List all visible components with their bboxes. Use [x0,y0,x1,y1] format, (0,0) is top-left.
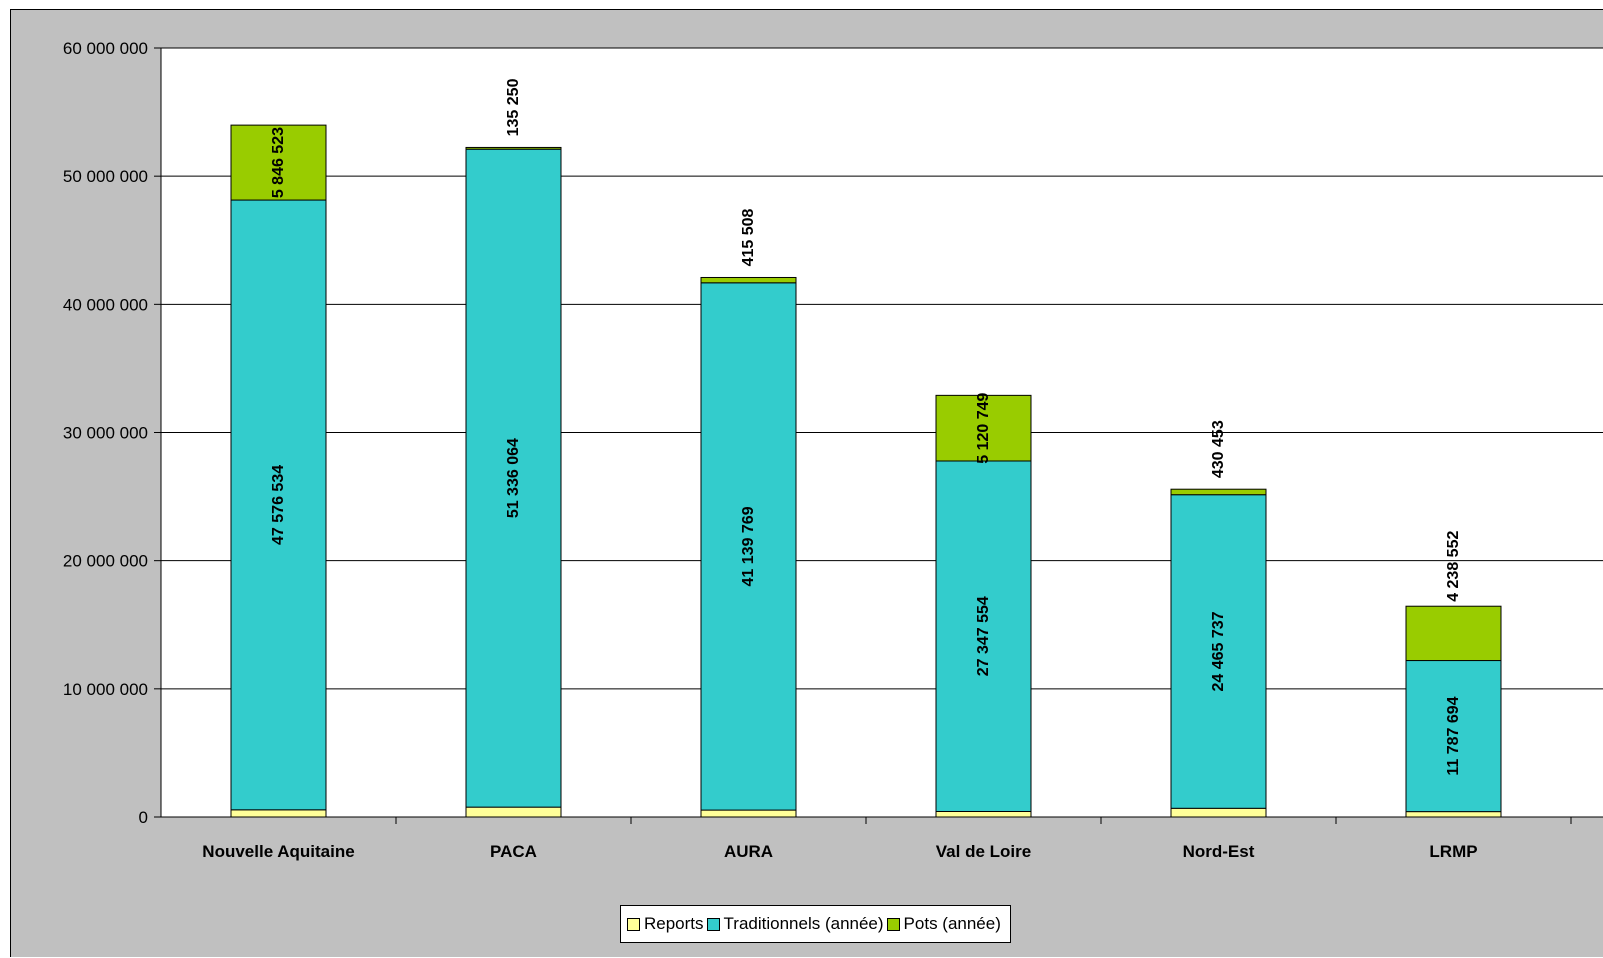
bar-segment [1405,660,1502,813]
data-label: 41 139 769 [740,506,757,586]
stacked-bar-chart: 0 10 000 000 20 000 000 30 000 000 40 000 00… [63,39,1603,861]
data-label: 5 120 749 [975,392,992,463]
bar-segment [230,199,327,811]
data-label: 27 347 554 [975,596,992,676]
data-label: 415 508 [740,208,757,266]
chart-area: 0 10 000 000 20 000 000 30 000 000 40 000 00… [10,9,1603,957]
bars [230,124,1502,818]
data-label: 11 787 694 [1445,696,1462,775]
bar-segment [935,460,1032,812]
bar-segment [700,276,797,284]
bar-segment [465,148,562,808]
y-tick-label: 0 [139,808,148,827]
axes: 0 10 000 000 20 000 000 30 000 000 40 000 00… [63,39,1603,861]
y-tick-label: 50 000 000 [63,167,148,186]
bar-segment [700,809,797,818]
legend: Reports Traditionnels (année) Pots (année) [620,905,1011,943]
legend-label: Traditionnels (année) [723,914,884,933]
data-label: 51 336 064 [505,438,522,518]
bar-segment [230,809,327,818]
data-label: 430 453 [1210,420,1227,478]
bar-segment [1405,811,1502,818]
bar-segment [465,146,562,150]
y-tick-label: 20 000 000 [63,552,148,571]
y-tick-label: 40 000 000 [63,295,148,314]
bar-segment [1170,488,1267,496]
y-tick-label: 10 000 000 [63,680,148,699]
legend-item: Traditionnels (année) [706,914,884,934]
bar-segment [700,282,797,811]
legend-swatch [627,917,640,931]
category-label: Val de Loire [936,842,1031,861]
legend-swatch [706,917,720,931]
y-tick-label: 60 000 000 [63,39,148,58]
legend-item: Pots (année) [886,914,1001,934]
category-label: AURA [724,842,773,861]
bar-segment [230,124,327,201]
category-label: LRMP [1429,842,1477,861]
legend-swatch [886,917,900,931]
bar-segment [465,806,562,818]
data-labels: 47 576 534 5 846 523 51 336 064 135 250 41 1… [270,78,1462,775]
data-label: 47 576 534 [270,465,287,545]
bar-segment [935,394,1032,462]
legend-item: Reports [627,914,704,934]
data-label: 135 250 [505,78,522,136]
data-label: 24 465 737 [1210,611,1227,691]
legend-label: Pots (année) [903,914,1001,933]
category-label: Nord-Est [1183,842,1255,861]
bar-segment [1170,807,1267,818]
bar-segment [1405,605,1502,662]
category-label: PACA [490,842,537,861]
bar-segment [935,810,1032,818]
category-label: Nouvelle Aquitaine [202,842,354,861]
data-label: 4 238 552 [1445,531,1462,602]
data-label: 5 846 523 [270,127,287,198]
gridlines [161,47,1603,690]
y-tick-label: 30 000 000 [63,424,148,443]
legend-label: Reports [644,914,704,933]
